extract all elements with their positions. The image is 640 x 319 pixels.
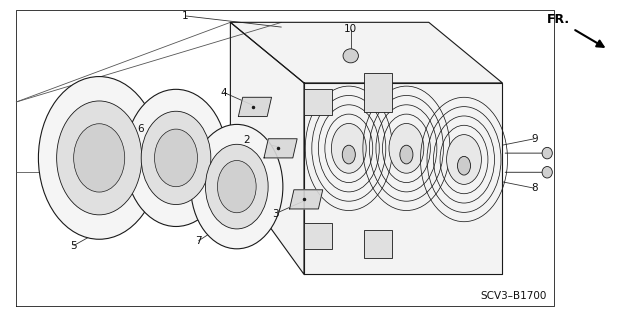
Text: SCV3–B1700: SCV3–B1700 <box>481 292 547 301</box>
Text: 3: 3 <box>272 209 278 219</box>
Ellipse shape <box>447 135 481 184</box>
Ellipse shape <box>218 160 256 213</box>
Text: 5: 5 <box>70 241 77 251</box>
Ellipse shape <box>542 147 552 159</box>
Text: 4: 4 <box>221 87 227 98</box>
Polygon shape <box>264 139 297 158</box>
Bar <box>304 223 332 249</box>
Ellipse shape <box>38 77 160 239</box>
Ellipse shape <box>125 89 227 226</box>
Bar <box>304 89 332 115</box>
Polygon shape <box>304 83 502 274</box>
Ellipse shape <box>205 144 268 229</box>
Text: 2: 2 <box>243 135 250 145</box>
Text: 10: 10 <box>344 24 357 34</box>
Polygon shape <box>230 22 502 83</box>
Ellipse shape <box>542 167 552 178</box>
Ellipse shape <box>57 101 142 215</box>
Text: 6: 6 <box>138 124 144 134</box>
Ellipse shape <box>342 145 355 164</box>
Polygon shape <box>230 22 304 274</box>
Text: 8: 8 <box>531 183 538 193</box>
Text: FR.: FR. <box>547 12 570 26</box>
Ellipse shape <box>141 111 211 204</box>
Ellipse shape <box>191 124 283 249</box>
Ellipse shape <box>343 49 358 63</box>
Bar <box>364 73 392 112</box>
Text: 7: 7 <box>195 236 202 246</box>
Ellipse shape <box>400 145 413 164</box>
Ellipse shape <box>332 123 366 173</box>
Ellipse shape <box>154 129 198 187</box>
Text: 1: 1 <box>182 11 189 21</box>
Text: 9: 9 <box>531 134 538 144</box>
Ellipse shape <box>389 123 424 173</box>
Bar <box>364 230 392 258</box>
Ellipse shape <box>458 156 470 175</box>
Polygon shape <box>239 97 271 116</box>
Ellipse shape <box>74 124 125 192</box>
Polygon shape <box>289 190 323 209</box>
